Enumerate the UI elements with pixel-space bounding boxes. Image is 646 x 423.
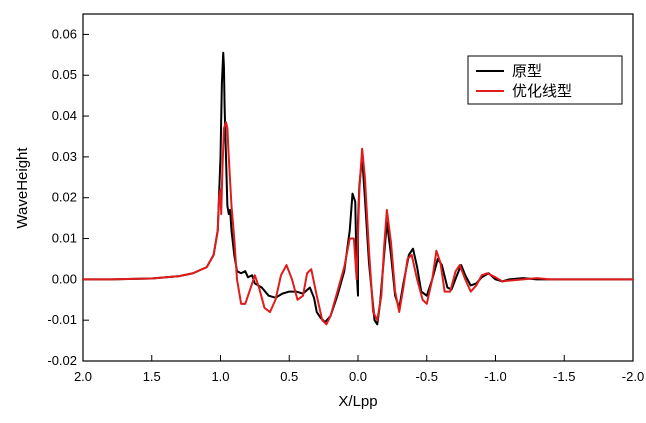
x-tick-label: 1.0 — [211, 369, 229, 384]
series-layer — [82, 51, 634, 326]
y-tick-label: -0.01 — [47, 312, 77, 327]
y-tick-label: 0.06 — [52, 26, 77, 41]
series-line-original — [82, 51, 634, 326]
x-tick-label: 0.5 — [280, 369, 298, 384]
legend-box — [467, 55, 623, 105]
x-tick-label: 1.5 — [143, 369, 161, 384]
y-tick-label: 0.04 — [52, 108, 77, 123]
y-tick-label: 0.01 — [52, 231, 77, 246]
legend-label-optimized: 优化线型 — [512, 82, 572, 100]
y-tick-label: 0.00 — [52, 271, 77, 286]
x-tick-label: -0.5 — [416, 369, 438, 384]
y-tick-label: 0.02 — [52, 190, 77, 205]
y-axis-label: WaveHeight — [14, 147, 31, 229]
y-axis-ticks: -0.02 -0.01 0.00 0.01 0.02 0.03 0.04 0.05 0.06 — [47, 26, 89, 368]
x-axis-label: X/Lpp — [338, 393, 377, 410]
legend-label-original: 原型 — [512, 62, 542, 80]
y-tick-label: -0.02 — [47, 353, 77, 368]
x-tick-label: -1.0 — [484, 369, 506, 384]
legend: 原型 优化线型 — [467, 55, 623, 105]
series-line-optimized — [82, 121, 634, 326]
x-tick-label: 2.0 — [74, 369, 92, 384]
x-tick-label: -1.5 — [553, 369, 575, 384]
x-axis-ticks: 2.0 1.5 1.0 0.5 0.0 -0.5 -1.0 -1.5 -2.0 — [74, 355, 644, 384]
y-tick-label: 0.05 — [52, 67, 77, 82]
x-tick-label: 0.0 — [349, 369, 367, 384]
x-tick-label: -2.0 — [622, 369, 644, 384]
y-tick-label: 0.03 — [52, 149, 77, 164]
